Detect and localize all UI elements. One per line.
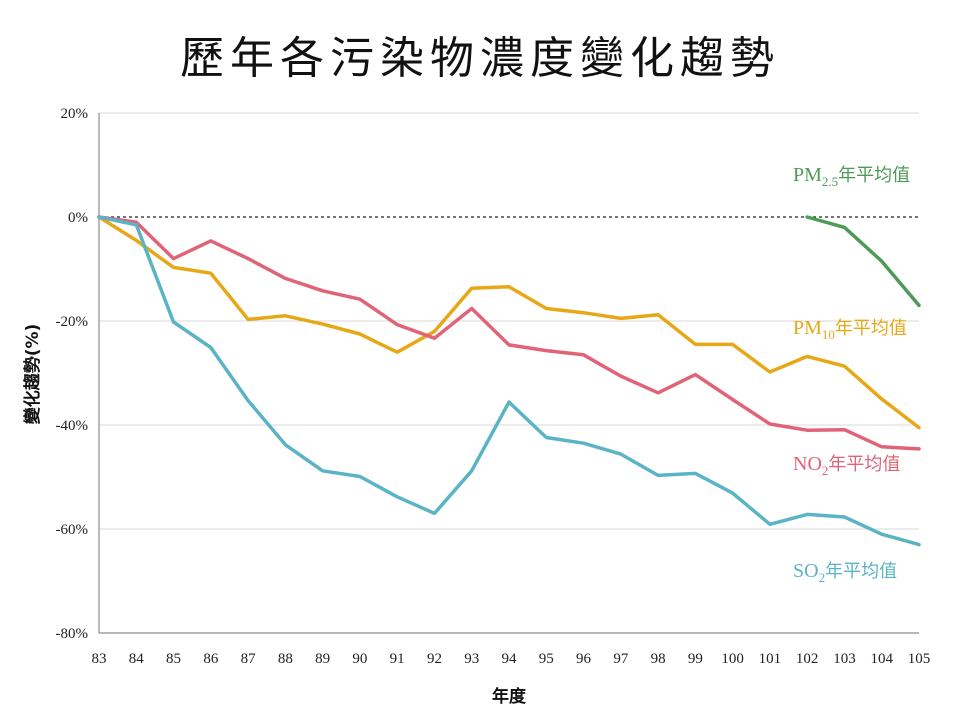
x-axis-title: 年度	[492, 686, 527, 707]
y-tick-label: -80%	[56, 626, 89, 642]
y-tick-label: 20%	[61, 106, 89, 122]
chart-title: 歷年各污染物濃度變化趨勢	[180, 33, 780, 84]
x-tick-label: 89	[315, 651, 330, 667]
series-labels: PM2.5年平均值 PM10年平均值 NO2年平均值 SO2年平均值	[793, 164, 910, 585]
series-line	[97, 215, 921, 547]
x-tick-label: 86	[203, 651, 219, 667]
x-tick-label: 98	[651, 651, 666, 667]
x-tick-label: 88	[278, 651, 293, 667]
y-tick-label: -60%	[56, 522, 89, 538]
x-tick-label: 83	[92, 651, 107, 667]
x-tick-label: 87	[241, 651, 257, 667]
y-tick-label: 0%	[68, 210, 88, 226]
axes: 20% 0% -20% -40% -60% -80%83 84 85 86 87 88 89 90 91 9…	[56, 106, 931, 667]
y-tick-label: -40%	[56, 418, 89, 434]
series-lines	[97, 215, 921, 547]
x-tick-label: 85	[166, 651, 181, 667]
series-line	[97, 215, 921, 430]
x-tick-label: 102	[796, 651, 819, 667]
x-tick-label: 94	[502, 651, 518, 667]
x-tick-label: 97	[613, 651, 629, 667]
series-line	[805, 215, 921, 308]
series-label: PM2.5年平均值	[793, 164, 910, 189]
x-tick-label: 103	[833, 651, 856, 667]
x-tick-label: 92	[427, 651, 442, 667]
x-tick-label: 99	[688, 651, 703, 667]
x-tick-label: 91	[390, 651, 405, 667]
y-axis-title: 變化趨勢(%)	[22, 324, 43, 425]
series-label: PM10年平均值	[793, 317, 907, 342]
series-line	[97, 215, 921, 451]
x-tick-label: 105	[908, 651, 931, 667]
y-tick-label: -20%	[56, 314, 89, 330]
x-tick-label: 95	[539, 651, 554, 667]
x-tick-label: 100	[721, 651, 744, 667]
x-tick-label: 84	[129, 651, 145, 667]
x-tick-label: 90	[352, 651, 367, 667]
series-label: NO2年平均值	[793, 453, 900, 478]
x-tick-label: 93	[464, 651, 479, 667]
x-tick-label: 104	[870, 651, 893, 667]
x-tick-label: 96	[576, 651, 592, 667]
series-label: SO2年平均值	[793, 560, 897, 585]
x-tick-label: 101	[759, 651, 782, 667]
